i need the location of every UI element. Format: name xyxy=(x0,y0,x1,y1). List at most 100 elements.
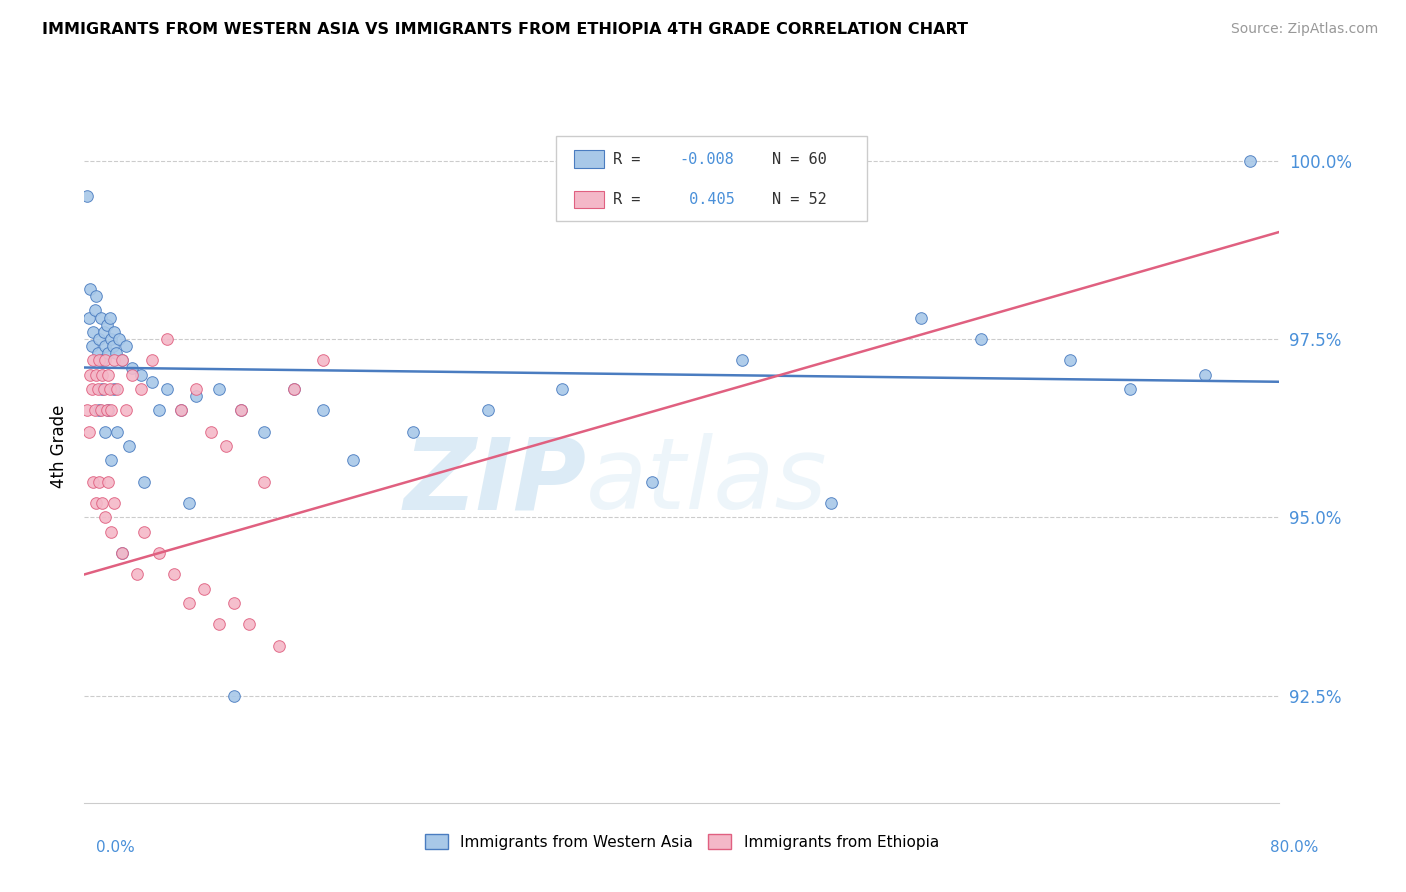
Point xyxy=(208,617,231,632)
Point xyxy=(1119,382,1142,396)
Point xyxy=(87,382,110,396)
Point xyxy=(100,403,122,417)
Text: 80.0%: 80.0% xyxy=(1271,840,1319,855)
Point xyxy=(141,353,163,368)
Point xyxy=(90,310,112,325)
Point xyxy=(89,403,111,417)
Point xyxy=(121,360,143,375)
Point xyxy=(208,382,231,396)
Point xyxy=(82,475,104,489)
Point xyxy=(231,403,253,417)
Legend: Immigrants from Western Asia, Immigrants from Ethiopia: Immigrants from Western Asia, Immigrants… xyxy=(419,828,945,855)
Point xyxy=(89,332,111,346)
Point xyxy=(186,382,208,396)
Point xyxy=(94,353,117,368)
Point xyxy=(83,403,105,417)
Text: IMMIGRANTS FROM WESTERN ASIA VS IMMIGRANTS FROM ETHIOPIA 4TH GRADE CORRELATION C: IMMIGRANTS FROM WESTERN ASIA VS IMMIGRAN… xyxy=(42,22,969,37)
Point xyxy=(148,403,170,417)
Point xyxy=(86,368,108,382)
Point xyxy=(477,403,499,417)
Point xyxy=(97,368,120,382)
Point xyxy=(551,382,574,396)
Point xyxy=(312,353,335,368)
Point xyxy=(94,510,117,524)
Point xyxy=(1239,153,1261,168)
Point xyxy=(910,310,932,325)
Point xyxy=(97,475,120,489)
Point xyxy=(80,339,103,353)
Point xyxy=(129,368,152,382)
Point xyxy=(83,303,105,318)
Point xyxy=(148,546,170,560)
Point xyxy=(103,382,125,396)
Point xyxy=(125,567,148,582)
Point xyxy=(89,475,111,489)
Text: 0.405: 0.405 xyxy=(679,193,734,207)
Text: -0.008: -0.008 xyxy=(679,152,734,167)
Point xyxy=(91,496,114,510)
Point xyxy=(91,368,114,382)
Text: N = 60: N = 60 xyxy=(772,152,827,167)
Point xyxy=(283,382,305,396)
Point xyxy=(641,475,664,489)
Point xyxy=(94,339,117,353)
Point xyxy=(132,475,156,489)
Text: Source: ZipAtlas.com: Source: ZipAtlas.com xyxy=(1230,22,1378,37)
Point xyxy=(105,382,128,396)
Point xyxy=(200,425,222,439)
Point xyxy=(193,582,215,596)
Point xyxy=(267,639,290,653)
Text: N = 52: N = 52 xyxy=(772,193,827,207)
Point xyxy=(820,496,842,510)
Point xyxy=(90,403,112,417)
Point xyxy=(103,496,125,510)
FancyBboxPatch shape xyxy=(575,150,605,168)
Point xyxy=(115,403,138,417)
Point xyxy=(111,546,134,560)
Point xyxy=(731,353,754,368)
Point xyxy=(155,382,177,396)
Point xyxy=(100,332,122,346)
Point xyxy=(163,567,186,582)
Point xyxy=(76,403,98,417)
Point xyxy=(121,368,143,382)
Point xyxy=(96,403,118,417)
Point xyxy=(82,325,104,339)
Point xyxy=(170,403,193,417)
Point xyxy=(238,617,260,632)
Text: R =: R = xyxy=(613,152,650,167)
Point xyxy=(91,382,114,396)
Point xyxy=(104,346,127,360)
Point xyxy=(101,339,124,353)
Point xyxy=(111,546,134,560)
Point xyxy=(215,439,238,453)
FancyBboxPatch shape xyxy=(575,191,605,209)
Text: R =: R = xyxy=(613,193,650,207)
Point xyxy=(177,596,200,610)
Text: 0.0%: 0.0% xyxy=(96,840,135,855)
Point xyxy=(107,332,129,346)
Y-axis label: 4th Grade: 4th Grade xyxy=(49,404,67,488)
Point xyxy=(1194,368,1216,382)
Point xyxy=(170,403,193,417)
Point xyxy=(93,382,115,396)
Point xyxy=(79,282,101,296)
Point xyxy=(970,332,993,346)
Point xyxy=(253,425,276,439)
Point xyxy=(402,425,425,439)
Point xyxy=(177,496,200,510)
Point xyxy=(94,425,117,439)
Point xyxy=(100,453,122,467)
Point xyxy=(186,389,208,403)
Point xyxy=(111,353,134,368)
Point xyxy=(77,425,100,439)
Point xyxy=(93,325,115,339)
Point xyxy=(98,310,121,325)
Point xyxy=(77,310,100,325)
Point xyxy=(141,375,163,389)
Point xyxy=(111,353,134,368)
Point xyxy=(76,189,98,203)
Point xyxy=(80,382,103,396)
Text: ZIP: ZIP xyxy=(404,434,586,530)
FancyBboxPatch shape xyxy=(557,136,868,221)
